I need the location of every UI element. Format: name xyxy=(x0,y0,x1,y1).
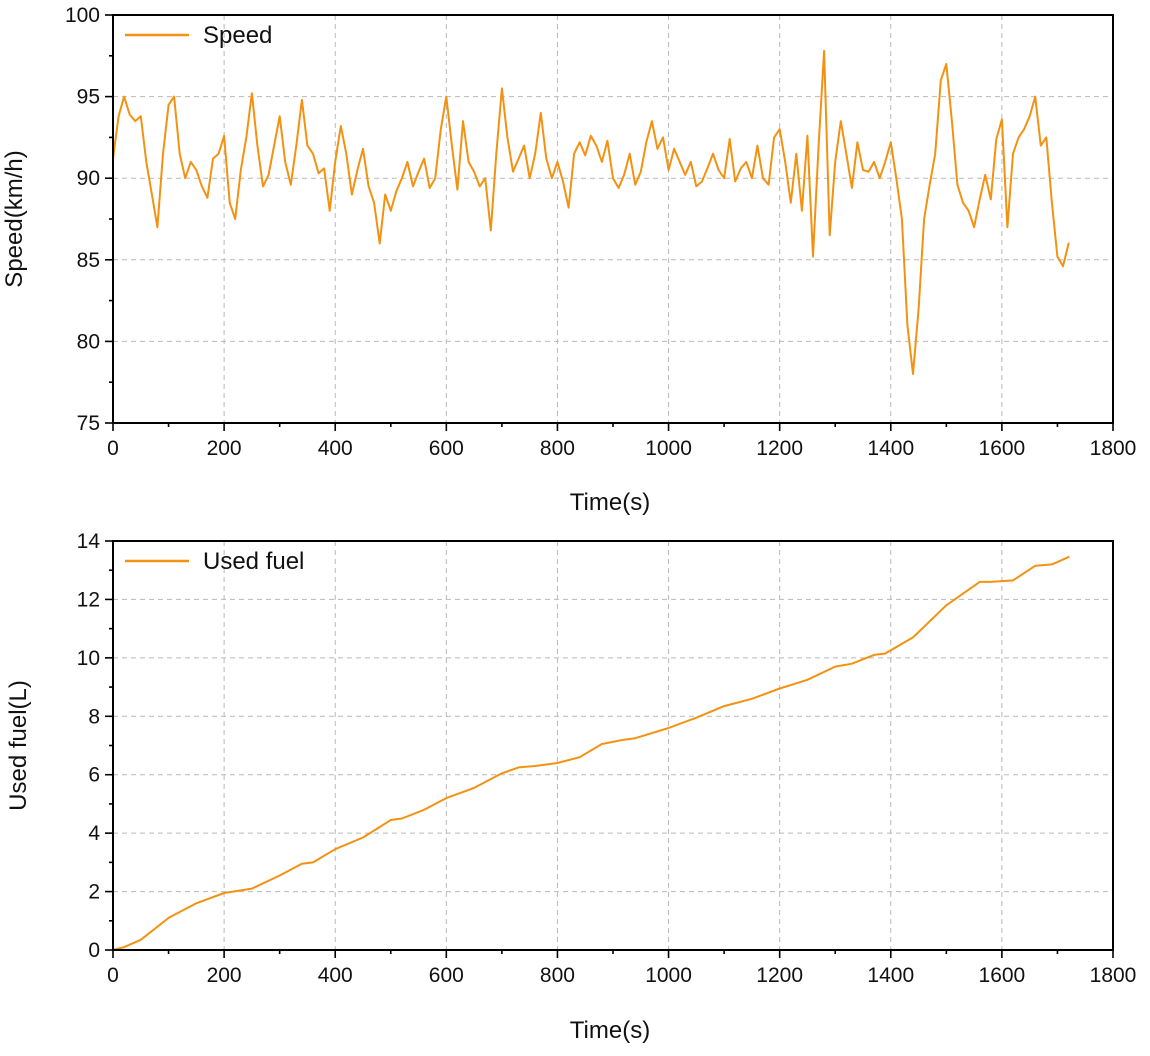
x-tick-label: 200 xyxy=(207,437,242,460)
y-tick-label: 0 xyxy=(88,939,100,962)
legend-label: Used fuel xyxy=(203,548,304,575)
speed-plot-frame xyxy=(112,14,1114,424)
y-tick-label: 10 xyxy=(77,647,100,670)
x-tick-label: 600 xyxy=(429,437,464,460)
speed-legend: Speed xyxy=(125,22,272,49)
x-tick-label: 1400 xyxy=(867,437,914,460)
x-tick-label: 1000 xyxy=(645,964,692,987)
x-tick-label: 600 xyxy=(429,964,464,987)
y-tick-label: 95 xyxy=(77,86,100,109)
x-tick-label: 1600 xyxy=(979,964,1026,987)
y-tick-label: 90 xyxy=(77,167,100,190)
fuel-chart: 0 200 400 600 800 1000 1200 1400 1600 1800 0 2 4 6 8 10… xyxy=(5,530,1136,1044)
x-tick-label: 800 xyxy=(540,437,575,460)
fuel-series-line xyxy=(112,556,1070,951)
y-axis-title: Speed(km/h) xyxy=(1,150,28,287)
x-tick-label: 1800 xyxy=(1090,964,1137,987)
y-tick-label: 4 xyxy=(88,822,100,845)
x-axis-title: Time(s) xyxy=(570,1017,650,1044)
y-axis-title: Used fuel(L) xyxy=(5,680,32,811)
fuel-legend: Used fuel xyxy=(125,548,304,575)
x-tick-label: 0 xyxy=(107,437,119,460)
speed-ticks xyxy=(105,14,1114,431)
speed-grid xyxy=(113,15,1113,423)
x-tick-label: 0 xyxy=(107,964,119,987)
speed-chart: 0 200 400 600 800 1000 1200 1400 1600 1800 75 80 85 9… xyxy=(1,4,1136,516)
y-tick-label: 2 xyxy=(88,881,100,904)
y-tick-label: 14 xyxy=(77,530,101,553)
y-tick-label: 12 xyxy=(77,588,100,611)
x-tick-label: 1200 xyxy=(756,437,803,460)
x-tick-label: 1000 xyxy=(645,437,692,460)
legend-label: Speed xyxy=(203,22,272,49)
x-tick-label: 200 xyxy=(207,964,242,987)
speed-series-line xyxy=(112,49,1070,375)
x-tick-label: 400 xyxy=(318,964,353,987)
x-tick-label: 1600 xyxy=(979,437,1026,460)
y-tick-label: 80 xyxy=(77,330,100,353)
x-tick-label: 800 xyxy=(540,964,575,987)
fuel-ticks xyxy=(105,540,1114,958)
x-tick-label: 1800 xyxy=(1090,437,1137,460)
y-tick-label: 6 xyxy=(88,764,100,787)
x-axis-title: Time(s) xyxy=(570,489,650,516)
fuel-grid xyxy=(113,541,1113,950)
y-tick-label: 100 xyxy=(65,4,100,27)
y-tick-label: 75 xyxy=(77,412,100,435)
y-tick-label: 8 xyxy=(88,705,100,728)
y-tick-label: 85 xyxy=(77,249,100,272)
x-tick-label: 1200 xyxy=(756,964,803,987)
x-tick-label: 400 xyxy=(318,437,353,460)
x-tick-label: 1400 xyxy=(867,964,914,987)
fuel-plot-frame xyxy=(112,540,1114,951)
